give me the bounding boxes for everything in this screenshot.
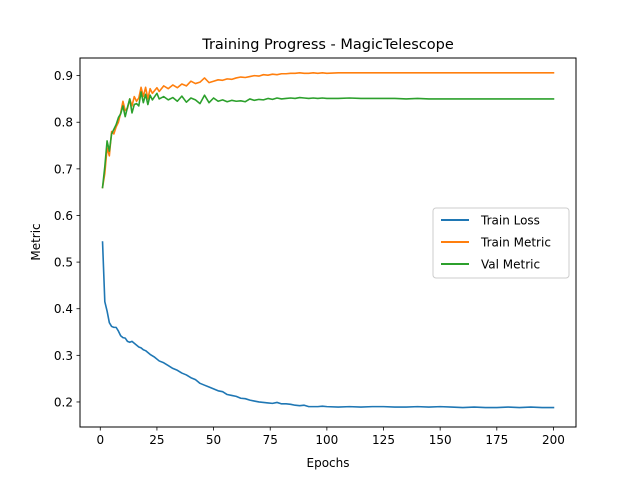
legend-label-val-metric: Val Metric xyxy=(481,258,540,272)
y-axis-label: Metric xyxy=(29,223,43,260)
series-line-train-metric xyxy=(101,72,555,189)
series-line-train-loss xyxy=(101,241,555,409)
y-tick-label: 0.9 xyxy=(54,69,73,83)
legend: Train Loss Train Metric Val Metric xyxy=(432,207,570,279)
x-tick-label: 75 xyxy=(263,433,278,447)
x-tick-label: 150 xyxy=(429,433,452,447)
y-tick-label: 0.4 xyxy=(54,302,73,316)
x-tick-label: 175 xyxy=(485,433,508,447)
y-tick-label: 0.3 xyxy=(54,349,73,363)
legend-label-train-loss: Train Loss xyxy=(480,214,540,228)
y-tick-label: 0.8 xyxy=(54,116,73,130)
x-axis: 0 25 50 75 100 125 150 175 200 xyxy=(96,427,565,447)
x-axis-label: Epochs xyxy=(307,456,350,470)
legend-box xyxy=(432,207,570,279)
series-layer xyxy=(101,72,555,409)
y-axis: 0.2 0.3 0.4 0.5 0.6 0.7 0.8 0.9 xyxy=(54,69,80,409)
y-tick-label: 0.2 xyxy=(54,395,73,409)
chart-title: Training Progress - MagicTelescope xyxy=(201,37,454,53)
plot-frame xyxy=(79,57,577,428)
y-tick-label: 0.6 xyxy=(54,209,73,223)
legend-label-train-metric: Train Metric xyxy=(480,236,551,250)
y-tick-label: 0.5 xyxy=(54,256,73,270)
y-tick-label: 0.7 xyxy=(54,162,73,176)
x-tick-label: 0 xyxy=(96,433,104,447)
x-tick-label: 125 xyxy=(372,433,395,447)
x-tick-label: 50 xyxy=(206,433,221,447)
x-tick-label: 25 xyxy=(149,433,164,447)
series-line-val-metric xyxy=(101,91,555,189)
x-tick-label: 200 xyxy=(542,433,565,447)
x-tick-label: 100 xyxy=(315,433,338,447)
